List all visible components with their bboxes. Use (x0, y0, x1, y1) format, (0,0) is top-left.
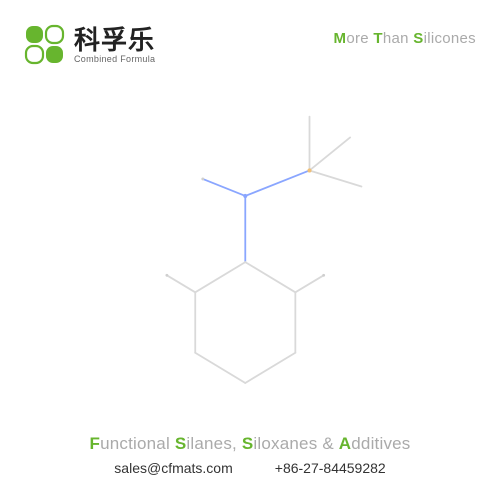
brand-sublabel: Combined Formula (74, 55, 155, 64)
slogan-accent-m: M (334, 30, 347, 47)
slogan-accent-t: T (373, 30, 382, 47)
footer-tagline: Functional Silanes, Siloxanes & Additive… (0, 434, 500, 454)
contact-phone[interactable]: +86-27-84459282 (275, 460, 386, 476)
contact-email[interactable]: sales@cfmats.com (114, 460, 232, 476)
brand-logomark-icon (24, 24, 66, 66)
slogan-accent-s: S (413, 30, 423, 47)
structure-svg (80, 73, 420, 413)
brand-logo: 科孚乐 Combined Formula (24, 24, 155, 66)
footer: Functional Silanes, Siloxanes & Additive… (0, 434, 500, 476)
chemical-structure (80, 73, 420, 413)
brand-name-cn: 科孚乐 (74, 27, 155, 53)
footer-contact: sales@cfmats.com +86-27-84459282 (0, 460, 500, 476)
header: 科孚乐 Combined Formula More Than Silicones (24, 24, 476, 74)
header-slogan: More Than Silicones (334, 30, 476, 47)
